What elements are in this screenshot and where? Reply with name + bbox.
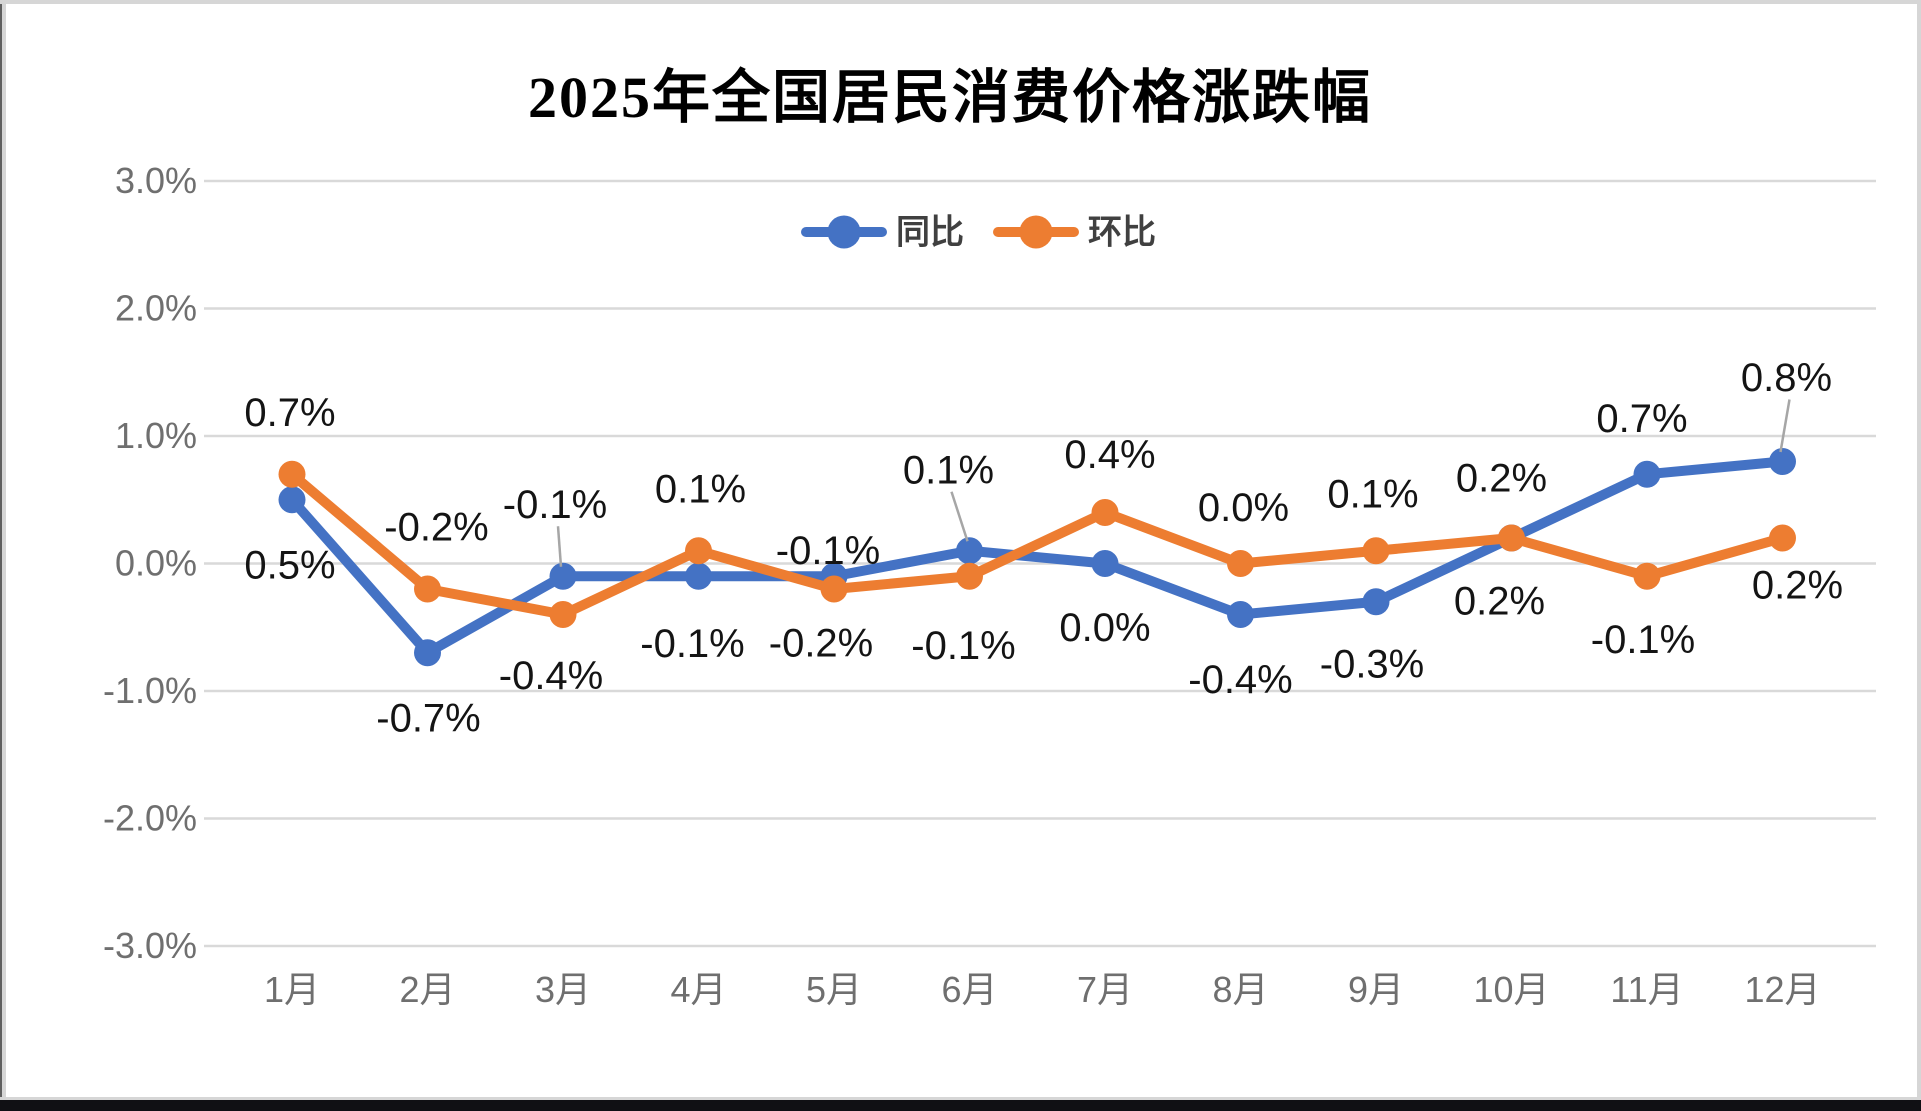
series-marker-huanbi — [1362, 537, 1390, 565]
series-marker-tongbi — [685, 562, 712, 590]
x-axis-month-label: 10月 — [1473, 969, 1549, 1010]
x-axis-month-label: 5月 — [806, 969, 862, 1010]
chart-title: 2025年全国居民消费价格涨跌幅 — [527, 65, 1373, 130]
series-marker-tongbi — [278, 486, 306, 514]
series-marker-tongbi — [1769, 448, 1796, 475]
legend-marker-dot-huanbi — [1019, 215, 1053, 249]
legend-label-huanbi: 环比 — [1088, 214, 1156, 252]
series-marker-tongbi — [1091, 550, 1119, 577]
data-label: 0.2% — [1752, 564, 1843, 608]
series-marker-huanbi — [820, 575, 848, 603]
y-axis-tick-label: -3.0% — [103, 925, 197, 966]
data-label: 0.2% — [1456, 457, 1547, 501]
data-label: 0.7% — [244, 391, 335, 435]
data-label: 0.7% — [1596, 397, 1687, 441]
x-axis-month-label: 4月 — [670, 969, 726, 1010]
data-label-leader-line — [556, 526, 563, 567]
data-label: 0.2% — [1454, 580, 1545, 624]
data-label: -0.2% — [769, 622, 874, 666]
data-label: 0.1% — [1327, 472, 1418, 516]
data-label: -0.1% — [1591, 618, 1696, 662]
series-marker-huanbi — [1227, 550, 1254, 577]
data-label: 0.1% — [655, 467, 746, 511]
data-label: 0.5% — [244, 543, 335, 587]
data-label: -0.2% — [384, 506, 489, 550]
frame-edge-top — [0, 0, 1921, 4]
data-label: -0.1% — [640, 622, 745, 666]
series-marker-huanbi — [1769, 524, 1796, 552]
data-label: -0.4% — [499, 654, 604, 698]
y-axis-tick-label: 3.0% — [115, 160, 197, 201]
x-axis-month-label: 9月 — [1348, 969, 1404, 1010]
frame-edge-right — [1917, 0, 1921, 1111]
x-axis-month-label: 11月 — [1610, 969, 1683, 1010]
frame-edge-left-dark — [0, 0, 2, 1111]
series-line-tongbi — [287, 456, 1788, 658]
series-marker-huanbi — [1091, 499, 1119, 526]
series-marker-tongbi — [1362, 588, 1390, 616]
series-marker-huanbi — [685, 537, 712, 565]
x-axis-month-label: 3月 — [535, 969, 591, 1010]
data-label: 0.8% — [1741, 356, 1832, 400]
x-axis-month-label: 8月 — [1212, 969, 1268, 1010]
x-axis-month-label: 12月 — [1744, 969, 1820, 1010]
series-marker-tongbi — [1633, 460, 1661, 488]
data-label-leader-line — [1779, 399, 1791, 453]
data-label: -0.1% — [503, 483, 608, 527]
series-marker-huanbi — [956, 562, 983, 590]
y-axis-tick-label: 2.0% — [115, 288, 197, 329]
data-label: -0.3% — [1320, 642, 1425, 686]
data-label: -0.4% — [1188, 658, 1293, 702]
data-label: 0.0% — [1198, 486, 1289, 530]
series-marker-huanbi — [414, 575, 441, 603]
series-line-huanbi — [287, 469, 1788, 620]
data-label: -0.1% — [776, 529, 881, 573]
x-axis-month-label: 7月 — [1077, 969, 1133, 1010]
y-axis-tick-label: 1.0% — [115, 415, 197, 456]
y-axis-tick-label: -1.0% — [103, 670, 197, 711]
series-marker-tongbi — [1227, 601, 1254, 628]
series-marker-tongbi — [956, 537, 983, 565]
data-label: 0.4% — [1064, 433, 1155, 477]
bottom-edge-bar — [0, 1100, 1921, 1111]
frame-edge-bottom-gray — [0, 1097, 1921, 1100]
data-label: -0.7% — [376, 696, 481, 740]
legend-marker-dot-tongbi — [827, 215, 861, 249]
data-label: 0.0% — [1059, 606, 1150, 650]
frame-edge-left — [2, 0, 6, 1111]
legend-label-tongbi: 同比 — [896, 214, 964, 252]
x-axis-month-label: 6月 — [941, 969, 997, 1010]
x-axis-month-label: 1月 — [264, 969, 320, 1010]
data-label: 0.1% — [903, 448, 994, 492]
series-marker-huanbi — [549, 601, 577, 628]
series-marker-huanbi — [1633, 562, 1661, 590]
series-marker-huanbi — [1498, 524, 1525, 552]
series-marker-tongbi — [549, 562, 577, 590]
data-label: -0.1% — [911, 624, 1016, 668]
x-axis-month-label: 2月 — [399, 969, 455, 1010]
y-axis-tick-label: 0.0% — [115, 543, 197, 584]
data-label-leader-line — [950, 491, 969, 542]
y-axis-tick-label: -2.0% — [103, 798, 197, 839]
series-marker-tongbi — [414, 639, 441, 667]
series-marker-huanbi — [278, 460, 306, 488]
